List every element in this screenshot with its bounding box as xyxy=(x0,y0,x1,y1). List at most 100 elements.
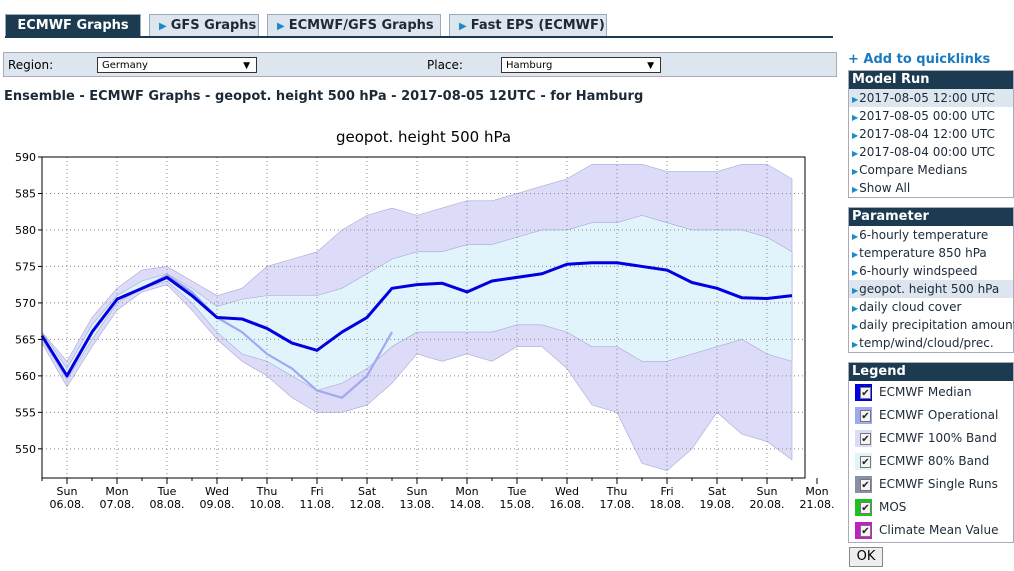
x-tick-label: 09.08. xyxy=(200,498,235,511)
legend-label: ECMWF Single Runs xyxy=(879,477,998,491)
x-tick-weekday: Mon xyxy=(455,485,478,498)
x-tick-label: 15.08. xyxy=(500,498,535,511)
x-tick-label: 06.08. xyxy=(50,498,85,511)
menu-item[interactable]: ▶2017-08-05 00:00 UTC xyxy=(852,109,995,123)
menu-item-label: 6-hourly temperature xyxy=(859,228,989,242)
legend-swatch: ✔ xyxy=(855,384,872,401)
box-title: Legend xyxy=(849,363,1013,381)
menu-item-label: geopot. height 500 hPa xyxy=(859,282,1000,296)
y-tick-label: 570 xyxy=(15,297,36,310)
x-tick-weekday: Tue xyxy=(507,485,527,498)
x-tick-label: 11.08. xyxy=(300,498,335,511)
legend-item[interactable]: ✔ ECMWF 80% Band xyxy=(849,450,1013,473)
x-tick-label: 16.08. xyxy=(550,498,585,511)
legend-label: ECMWF 100% Band xyxy=(879,431,997,445)
menu-item-label: daily precipitation amount xyxy=(859,318,1014,332)
menu-item[interactable]: ▶temp/wind/cloud/prec. xyxy=(852,336,994,350)
x-tick-label: 12.08. xyxy=(350,498,385,511)
x-tick-weekday: Mon xyxy=(105,485,128,498)
box-title: Parameter xyxy=(849,208,1013,226)
chart-title: geopot. height 500 hPa xyxy=(336,128,511,146)
menu-item[interactable]: ▶2017-08-05 12:00 UTC xyxy=(849,89,1013,107)
band xyxy=(41,215,793,391)
legend-item[interactable]: ✔ ECMWF Median xyxy=(849,381,1013,404)
tab-label: ECMWF Graphs xyxy=(17,18,129,33)
box-title: Model Run xyxy=(849,71,1013,89)
menu-item[interactable]: ▶2017-08-04 00:00 UTC xyxy=(852,145,995,159)
tab[interactable]: ▶ GFS Graphs xyxy=(149,14,259,36)
x-tick-label: 10.08. xyxy=(250,498,285,511)
menu-item[interactable]: ▶daily precipitation amount xyxy=(849,316,1014,334)
y-tick-label: 590 xyxy=(15,151,36,164)
place-select[interactable]: Hamburg xyxy=(501,57,661,74)
filter-bar: Region: Germany Place: Hamburg xyxy=(3,52,837,77)
tab-label: GFS Graphs xyxy=(170,18,257,33)
y-tick-label: 580 xyxy=(15,224,36,237)
parameter-box: Parameter ▶6-hourly temperature ▶temperatu… xyxy=(848,207,1014,353)
menu-item-label: temp/wind/cloud/prec. xyxy=(859,336,994,350)
legend-swatch: ✔ xyxy=(855,476,872,493)
menu-item-label: 2017-08-05 00:00 UTC xyxy=(859,109,995,123)
x-tick-weekday: Sun xyxy=(57,485,78,498)
x-tick-weekday: Fri xyxy=(660,485,673,498)
x-tick-label: 18.08. xyxy=(650,498,685,511)
x-tick-weekday: Mon xyxy=(805,485,828,498)
tab[interactable]: ECMWF Graphs xyxy=(5,14,141,36)
x-tick-weekday: Sun xyxy=(407,485,428,498)
menu-item-label: temperature 850 hPa xyxy=(859,246,987,260)
y-tick-label: 550 xyxy=(15,443,36,456)
x-tick-weekday: Fri xyxy=(310,485,323,498)
tab-label: Fast EPS (ECMWF) xyxy=(470,18,605,33)
x-tick-label: 08.08. xyxy=(150,498,185,511)
series-line xyxy=(40,261,793,378)
menu-item[interactable]: ▶6-hourly windspeed xyxy=(852,264,978,278)
legend-item[interactable]: ✔ ECMWF Operational xyxy=(849,404,1013,427)
legend-item[interactable]: ✔ MOS xyxy=(849,496,1013,519)
menu-item[interactable]: ▶Show All xyxy=(852,181,911,195)
legend-label: Climate Mean Value xyxy=(879,523,999,537)
x-tick-weekday: Sat xyxy=(708,485,727,498)
x-tick-weekday: Wed xyxy=(205,485,229,498)
x-tick-weekday: Thu xyxy=(606,485,628,498)
place-label: Place: xyxy=(427,58,463,72)
region-select[interactable]: Germany xyxy=(97,57,257,74)
menu-item-label: 6-hourly windspeed xyxy=(859,264,978,278)
x-tick-weekday: Tue xyxy=(157,485,177,498)
menu-item[interactable]: ▶Compare Medians xyxy=(852,163,968,177)
menu-item[interactable]: ▶geopot. height 500 hPa xyxy=(849,280,1013,298)
legend-label: ECMWF Median xyxy=(879,385,972,399)
menu-item[interactable]: ▶2017-08-04 12:00 UTC xyxy=(852,127,995,141)
legend-label: ECMWF 80% Band xyxy=(879,454,990,468)
legend-item[interactable]: ✔ ECMWF Single Runs xyxy=(849,473,1013,496)
plot-border xyxy=(41,156,806,479)
legend-box: Legend ✔ ECMWF Median ✔ ECMWF Operational ✔ EC… xyxy=(848,362,1014,543)
legend-item[interactable]: ✔ Climate Mean Value xyxy=(849,519,1013,542)
menu-item[interactable]: ▶daily cloud cover xyxy=(852,300,962,314)
legend-swatch: ✔ xyxy=(855,430,872,447)
x-tick-label: 19.08. xyxy=(700,498,735,511)
model-run-box: Model Run ▶2017-08-05 12:00 UTC ▶2017-08-0… xyxy=(848,70,1014,198)
y-tick-label: 555 xyxy=(15,406,36,419)
x-tick-label: 14.08. xyxy=(450,498,485,511)
menu-item[interactable]: ▶6-hourly temperature xyxy=(852,228,989,242)
tab[interactable]: ▶ ECMWF/GFS Graphs xyxy=(267,14,441,36)
page-heading: Ensemble - ECMWF Graphs - geopot. height… xyxy=(4,89,644,104)
x-tick-weekday: Sun xyxy=(757,485,778,498)
tab[interactable]: ▶ Fast EPS (ECMWF) xyxy=(449,14,607,36)
x-tick-label: 17.08. xyxy=(600,498,635,511)
legend-item[interactable]: ✔ ECMWF 100% Band xyxy=(849,427,1013,450)
menu-item-label: daily cloud cover xyxy=(859,300,962,314)
y-tick-label: 565 xyxy=(15,333,36,346)
legend-swatch: ✔ xyxy=(855,407,872,424)
menu-item[interactable]: ▶temperature 850 hPa xyxy=(852,246,987,260)
tab-label: ECMWF/GFS Graphs xyxy=(288,18,434,33)
x-tick-weekday: Thu xyxy=(256,485,278,498)
quicklink[interactable]: + Add to quicklinks xyxy=(848,52,991,67)
tab-underline xyxy=(5,36,833,38)
region-label: Region: xyxy=(8,58,54,72)
y-tick-label: 585 xyxy=(15,187,36,200)
menu-item-label: Compare Medians xyxy=(859,163,968,177)
chart: geopot. height 500 hPa 550 555 560 565 570 575… xyxy=(15,128,835,511)
ok-button[interactable]: OK xyxy=(849,547,883,567)
